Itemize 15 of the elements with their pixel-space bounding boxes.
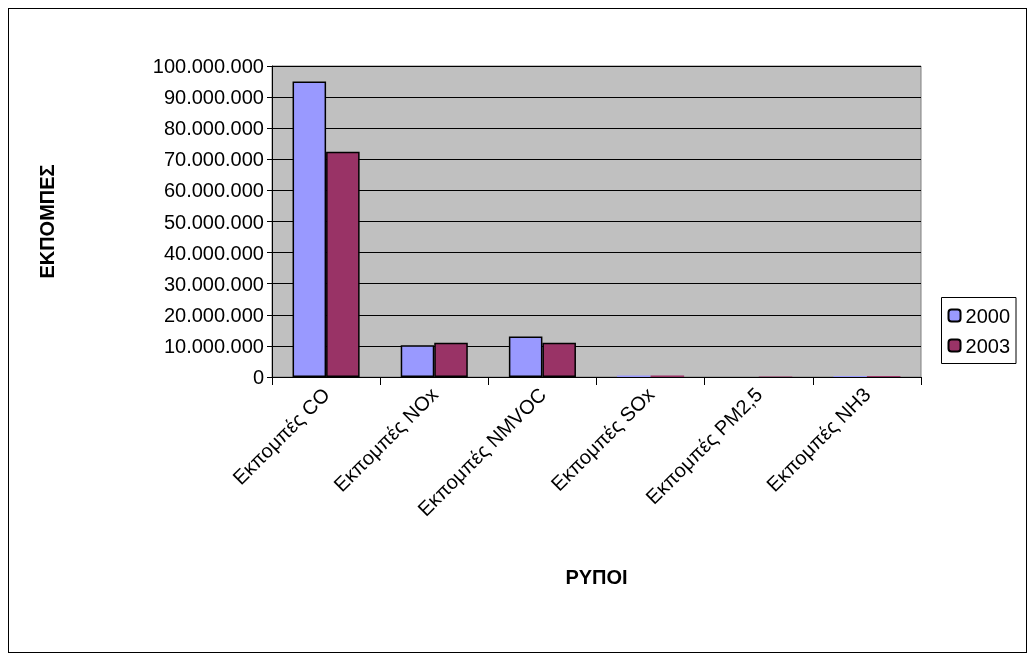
- y-tick-label: 80.000.000: [163, 117, 264, 140]
- y-tick-label: 70.000.000: [163, 148, 264, 171]
- y-axis-title: ΕΚΠΟΜΠΕΣ: [36, 164, 58, 279]
- y-tick-label: 20.000.000: [163, 303, 264, 326]
- y-tick-label: 0: [252, 366, 264, 388]
- y-tick-label: 100.000.000: [152, 55, 264, 77]
- y-tick-label: 10.000.000: [163, 334, 264, 357]
- y-tick-label: 50.000.000: [163, 210, 264, 233]
- y-tick-label: 90.000.000: [163, 86, 264, 109]
- legend-label: 2000: [965, 304, 1011, 327]
- y-tick-label: 60.000.000: [163, 179, 264, 202]
- y-tick-label: 40.000.000: [163, 241, 264, 264]
- y-tick-label: 30.000.000: [163, 272, 264, 295]
- legend-label: 2003: [965, 334, 1011, 357]
- x-axis-title: ΡΥΠΟΙ: [565, 566, 628, 588]
